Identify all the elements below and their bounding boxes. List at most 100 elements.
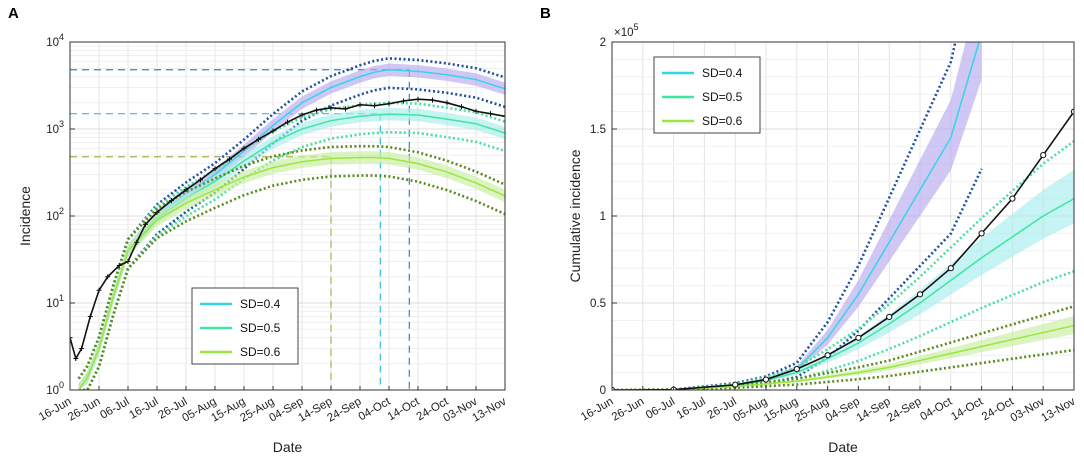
data-point-observed bbox=[444, 100, 450, 106]
x-tick-label: 15-Aug bbox=[762, 396, 800, 425]
data-point-observed bbox=[415, 96, 421, 102]
data-point-observed bbox=[886, 313, 893, 321]
data-point-observed bbox=[473, 108, 479, 114]
data-point-observed bbox=[459, 104, 464, 110]
panel-label-a: A bbox=[8, 5, 19, 22]
data-point-observed bbox=[1040, 152, 1047, 159]
y-tick-label: 102 bbox=[46, 206, 64, 223]
data-point-observed bbox=[70, 335, 73, 341]
data-point-observed bbox=[488, 111, 493, 117]
data-point-observed bbox=[212, 166, 218, 172]
y-tick-label: 0 bbox=[600, 385, 606, 397]
data-point-observed bbox=[314, 107, 319, 113]
y-multiplier: ×105 bbox=[614, 22, 639, 39]
data-point-observed bbox=[73, 356, 79, 362]
panel-a: 16-Jun26-Jun06-Jul16-Jul26-Jul05-Aug15-A… bbox=[17, 32, 509, 455]
legend-label-sd-0-6: SD=0.6 bbox=[240, 345, 281, 359]
data-point-observed bbox=[855, 334, 862, 341]
data-point-observed bbox=[227, 156, 232, 162]
band-sd-0-4 bbox=[612, 42, 982, 390]
data-point-observed bbox=[386, 101, 392, 107]
data-point-observed bbox=[1070, 108, 1074, 115]
data-point-observed bbox=[793, 366, 800, 373]
series-line-sd-0-5 bbox=[612, 197, 1074, 390]
x-tick-label: 06-Jul bbox=[644, 396, 677, 422]
series-line-sd-0-6 bbox=[78, 156, 505, 390]
x-tick-label: 26-Jun bbox=[66, 396, 102, 424]
y-tick-label: 104 bbox=[46, 32, 64, 49]
band-sd-0-6 bbox=[78, 151, 505, 390]
panel-label-b: B bbox=[540, 5, 551, 22]
y-axis-label: Incidence bbox=[17, 186, 33, 246]
x-tick-label: 16-Jun bbox=[37, 396, 73, 424]
data-point-observed bbox=[105, 274, 111, 280]
x-tick-label: 24-Sep bbox=[325, 396, 363, 425]
x-tick-label: 14-Oct bbox=[386, 395, 423, 423]
data-point-observed bbox=[299, 112, 305, 118]
x-tick-label: 16-Jun bbox=[579, 396, 615, 424]
plot-area bbox=[612, 42, 1074, 390]
bound-lower-sd-0-5 bbox=[78, 130, 505, 390]
data-point-observed bbox=[79, 345, 85, 351]
legend-label-sd-0-4: SD=0.4 bbox=[702, 66, 743, 80]
x-tick-label: 03-Nov bbox=[1009, 396, 1047, 425]
data-point-observed bbox=[169, 198, 174, 204]
data-point-observed bbox=[357, 102, 363, 108]
y-tick-label: 0.5 bbox=[590, 298, 606, 310]
legend-label-sd-0-5: SD=0.5 bbox=[240, 321, 281, 335]
data-point-observed bbox=[87, 313, 93, 319]
data-point-observed bbox=[154, 209, 160, 215]
x-tick-label: 04-Sep bbox=[824, 396, 862, 425]
series-line-sd-0-6 bbox=[612, 324, 1074, 390]
x-tick-label: 13-Nov bbox=[1039, 396, 1077, 425]
band-sd-0-5 bbox=[612, 169, 1074, 390]
data-point-observed bbox=[270, 128, 276, 134]
data-point-observed bbox=[198, 177, 203, 183]
x-tick-label: 16-Jul bbox=[127, 396, 160, 422]
bound-lower-sd-0-5 bbox=[612, 270, 1074, 390]
x-tick-label: 16-Jul bbox=[675, 396, 708, 422]
bound-lower-sd-0-6 bbox=[612, 348, 1074, 390]
y-tick-label: 103 bbox=[46, 119, 64, 136]
y-tick-label: 100 bbox=[46, 380, 64, 397]
data-point-observed bbox=[430, 97, 435, 103]
data-point-observed bbox=[256, 136, 261, 142]
y-tick-label: 2 bbox=[600, 37, 606, 49]
x-tick-label: 04-Oct bbox=[918, 395, 955, 423]
x-tick-label: 13-Nov bbox=[470, 396, 508, 425]
data-point-observed bbox=[285, 119, 290, 125]
y-tick-label: 1 bbox=[600, 211, 606, 223]
data-point-observed bbox=[762, 376, 770, 383]
data-point-observed bbox=[142, 221, 148, 227]
plot-area bbox=[70, 57, 505, 390]
x-tick-label: 04-Oct bbox=[357, 395, 394, 423]
panel-b: 16-Jun26-Jun06-Jul16-Jul26-Jul05-Aug15-A… bbox=[567, 22, 1078, 455]
data-point-observed bbox=[241, 145, 247, 151]
data-point-observed bbox=[401, 98, 406, 104]
y-tick-label: 1.5 bbox=[590, 124, 606, 136]
data-point-observed bbox=[1009, 195, 1016, 202]
x-tick-label: 14-Oct bbox=[949, 395, 986, 423]
x-tick-label: 25-Aug bbox=[793, 396, 831, 425]
bound-lower-sd-0-6 bbox=[78, 174, 505, 390]
y-tick-label: 101 bbox=[46, 293, 64, 310]
data-point-observed bbox=[134, 239, 140, 245]
series-line-observed bbox=[612, 111, 1074, 390]
data-point-observed bbox=[116, 262, 122, 268]
data-point-observed bbox=[978, 230, 985, 237]
bound-upper-sd-0-6 bbox=[77, 144, 505, 380]
legend-label-sd-0-6: SD=0.6 bbox=[702, 114, 743, 128]
x-tick-label: 05-Aug bbox=[731, 396, 769, 425]
x-tick-label: 24-Sep bbox=[885, 396, 923, 425]
data-point-observed bbox=[96, 287, 102, 293]
data-point-observed bbox=[947, 265, 954, 272]
x-axis-label: Date bbox=[273, 439, 303, 455]
data-point-observed bbox=[824, 352, 831, 359]
data-point-observed bbox=[125, 258, 131, 264]
data-point-observed bbox=[372, 103, 377, 109]
x-tick-label: 26-Jun bbox=[610, 396, 646, 424]
data-point-observed bbox=[183, 187, 189, 193]
x-tick-label: 06-Jul bbox=[98, 396, 131, 422]
x-axis-label: Date bbox=[828, 439, 858, 455]
